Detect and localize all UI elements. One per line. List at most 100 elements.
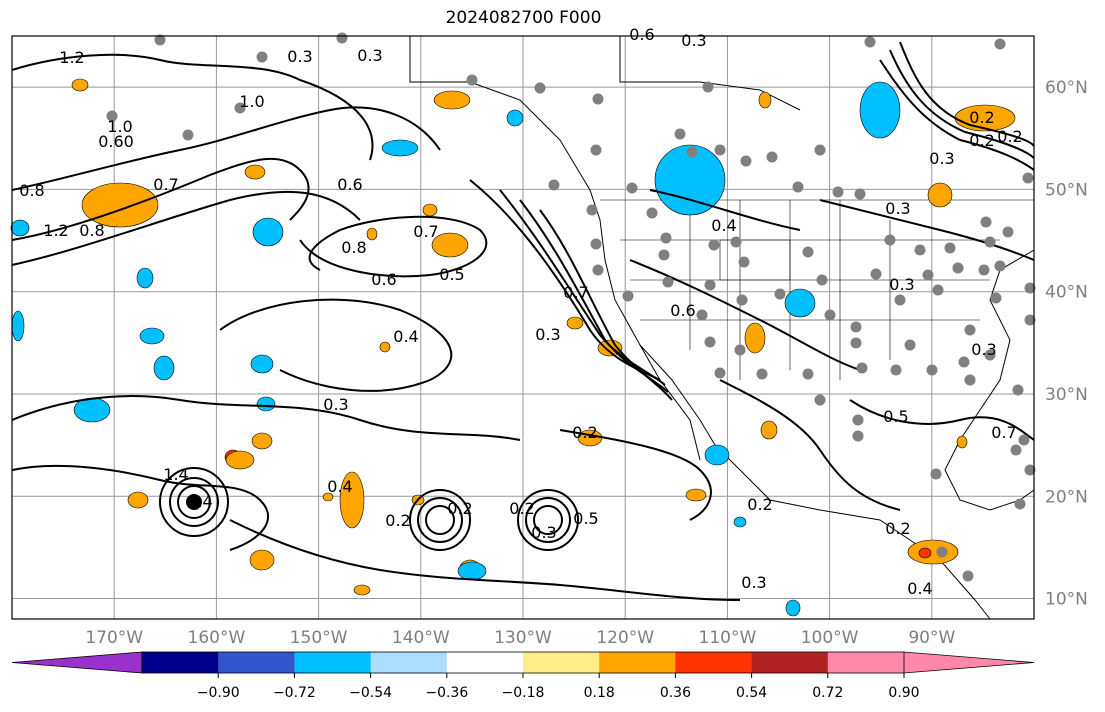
contour-label: 0.7: [991, 423, 1016, 442]
station-dot: [936, 546, 948, 558]
station-dot: [984, 236, 996, 248]
contour-line: [719, 379, 901, 511]
contour-line: [539, 209, 673, 401]
station-dot: [802, 368, 814, 380]
station-dot: [894, 294, 906, 306]
lon-tick-label: 120°W: [596, 628, 654, 648]
contour-label: 0.8: [19, 181, 44, 200]
contour-label: 0.2: [969, 131, 994, 150]
contour-label: 0.8: [79, 221, 104, 240]
station-dot: [592, 264, 604, 276]
chart-title: 2024082700 F000: [445, 8, 602, 28]
contour-label: 0.2: [747, 495, 772, 514]
contour-line: [11, 464, 270, 551]
colorbar-tick-label: −0.36: [425, 685, 468, 701]
contour-label: 0.6: [337, 175, 362, 194]
contour-label: 0.60: [98, 132, 134, 151]
storm-center-marker: [186, 494, 202, 510]
station-dot: [1014, 498, 1026, 510]
contour-line: [819, 199, 1035, 261]
anomaly-patch: [250, 354, 274, 374]
colorbar: [11, 651, 1035, 674]
colorbar-segment: [523, 652, 600, 673]
contour-label: 0.3: [741, 573, 766, 592]
anomaly-patch: [153, 355, 175, 381]
station-dot: [802, 246, 814, 258]
station-dot: [1024, 282, 1036, 294]
station-dot: [852, 430, 864, 442]
station-dot: [740, 155, 752, 167]
lon-tick-label: 160°W: [188, 628, 246, 648]
contour-line: [11, 157, 310, 241]
station-dot: [256, 51, 268, 63]
colorbar-tick-labels: −0.90 −0.72 −0.54 −0.36 −0.18 0.18 0.36 0.54 0.7…: [197, 673, 920, 701]
lon-tick-label: 150°W: [290, 628, 348, 648]
colorbar-segment: [599, 652, 676, 673]
contour-label: 0.6: [629, 25, 654, 44]
station-dot: [850, 337, 862, 349]
contour-label: 0.7: [153, 175, 178, 194]
anomaly-patch: [11, 310, 25, 342]
anomaly-patch: [379, 341, 391, 353]
anomaly-patch: [422, 203, 438, 217]
lat-tick-label: 50°N: [1045, 180, 1088, 200]
contour-line: [889, 49, 1035, 159]
contour-label: 0.5: [883, 407, 908, 426]
cyclone-contour-ring: [409, 489, 471, 551]
anomaly-patch: [784, 288, 816, 318]
contour-label: 0.2: [997, 127, 1022, 146]
anomaly-patch: [457, 561, 487, 581]
colorbar-min-arrow: [11, 651, 143, 674]
anomaly-patch: [956, 435, 968, 449]
colorbar-tick-label: 0.36: [660, 685, 691, 701]
station-dots: [106, 32, 1036, 582]
station-dot: [884, 234, 896, 246]
station-dot: [964, 324, 976, 336]
station-dot: [590, 144, 602, 156]
contour-label: 1.2: [43, 221, 68, 240]
contour-label: 0.5: [573, 509, 598, 528]
lon-tick-label: 130°W: [494, 628, 552, 648]
contour-label: 0.6: [670, 301, 695, 320]
contour-label: 0.2: [572, 423, 597, 442]
station-dot: [336, 32, 348, 44]
station-dot: [660, 232, 672, 244]
colorbar-tick-label: 0.72: [812, 685, 843, 701]
contour-label: 0.4: [393, 327, 418, 346]
station-dot: [182, 129, 194, 141]
cyclone-contour-ring: [533, 505, 563, 535]
cyclone-contour-ring: [525, 497, 571, 543]
station-dot: [704, 279, 716, 291]
station-dot: [814, 144, 826, 156]
anomaly-patch: [322, 492, 334, 502]
station-dot: [824, 309, 836, 321]
station-dot: [766, 151, 778, 163]
colorbar-max-arrow: [903, 651, 1035, 674]
cyclone-contour-ring: [517, 489, 579, 551]
contour-label: 1.4: [163, 465, 188, 484]
anomaly-patch: [566, 316, 584, 330]
station-dot: [626, 182, 638, 194]
anomaly-patch: [136, 267, 154, 289]
longitude-tick-labels: 170°W 160°W 150°W 140°W 130°W 120°W 110°W 100°W…: [85, 628, 955, 648]
station-dot: [774, 288, 786, 300]
contour-label: 0.3: [971, 340, 996, 359]
station-dot: [738, 256, 750, 268]
station-dot: [154, 34, 166, 46]
anomaly-patch: [433, 90, 471, 110]
station-dot: [662, 276, 674, 288]
contour-line: [11, 190, 361, 266]
contour-label: 0.5: [439, 265, 464, 284]
contour-label: 0.3: [287, 47, 312, 66]
colorbar-tick-label: −0.72: [273, 685, 316, 701]
station-dot: [590, 238, 602, 250]
station-dot: [994, 260, 1006, 272]
lon-tick-label: 90°W: [908, 628, 955, 648]
station-dot: [704, 336, 716, 348]
contour-label: 0.4: [907, 579, 932, 598]
contour-label: 1.2: [59, 48, 84, 67]
contour-label: 0.2: [885, 519, 910, 538]
contour-label: 1.0: [239, 92, 264, 111]
station-dot: [854, 188, 866, 200]
